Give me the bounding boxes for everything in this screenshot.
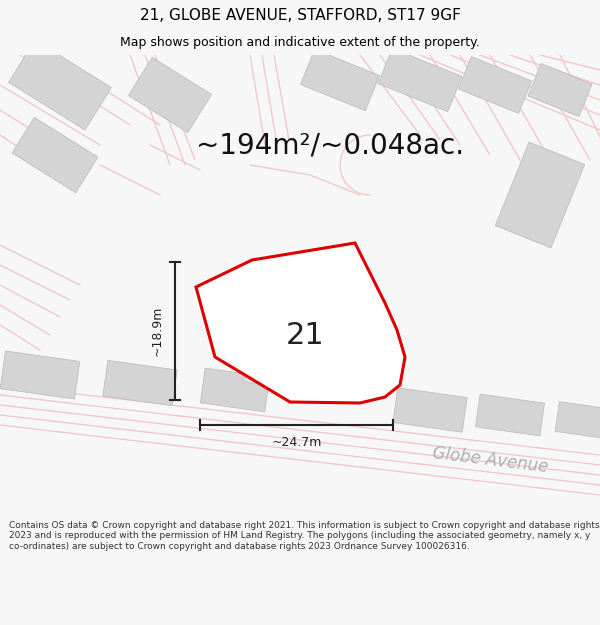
Polygon shape: [301, 49, 380, 111]
Polygon shape: [393, 388, 467, 432]
Text: ~18.9m: ~18.9m: [151, 306, 163, 356]
Polygon shape: [0, 351, 80, 399]
Text: ~194m²/~0.048ac.: ~194m²/~0.048ac.: [196, 131, 464, 159]
Polygon shape: [128, 58, 212, 132]
Polygon shape: [496, 142, 584, 248]
Polygon shape: [8, 40, 112, 130]
Polygon shape: [528, 64, 592, 116]
Polygon shape: [244, 283, 367, 397]
Polygon shape: [458, 57, 532, 113]
Text: Map shows position and indicative extent of the property.: Map shows position and indicative extent…: [120, 36, 480, 49]
Polygon shape: [196, 243, 405, 403]
Polygon shape: [378, 48, 462, 112]
Text: 21: 21: [286, 321, 325, 349]
Text: Contains OS data © Crown copyright and database right 2021. This information is : Contains OS data © Crown copyright and d…: [9, 521, 599, 551]
Text: Globe Avenue: Globe Avenue: [431, 444, 549, 476]
Text: 21, GLOBE AVENUE, STAFFORD, ST17 9GF: 21, GLOBE AVENUE, STAFFORD, ST17 9GF: [140, 8, 460, 23]
Text: ~24.7m: ~24.7m: [271, 436, 322, 449]
Polygon shape: [12, 118, 98, 192]
Polygon shape: [476, 394, 544, 436]
Polygon shape: [200, 368, 269, 412]
Polygon shape: [555, 402, 600, 438]
Polygon shape: [103, 360, 177, 406]
